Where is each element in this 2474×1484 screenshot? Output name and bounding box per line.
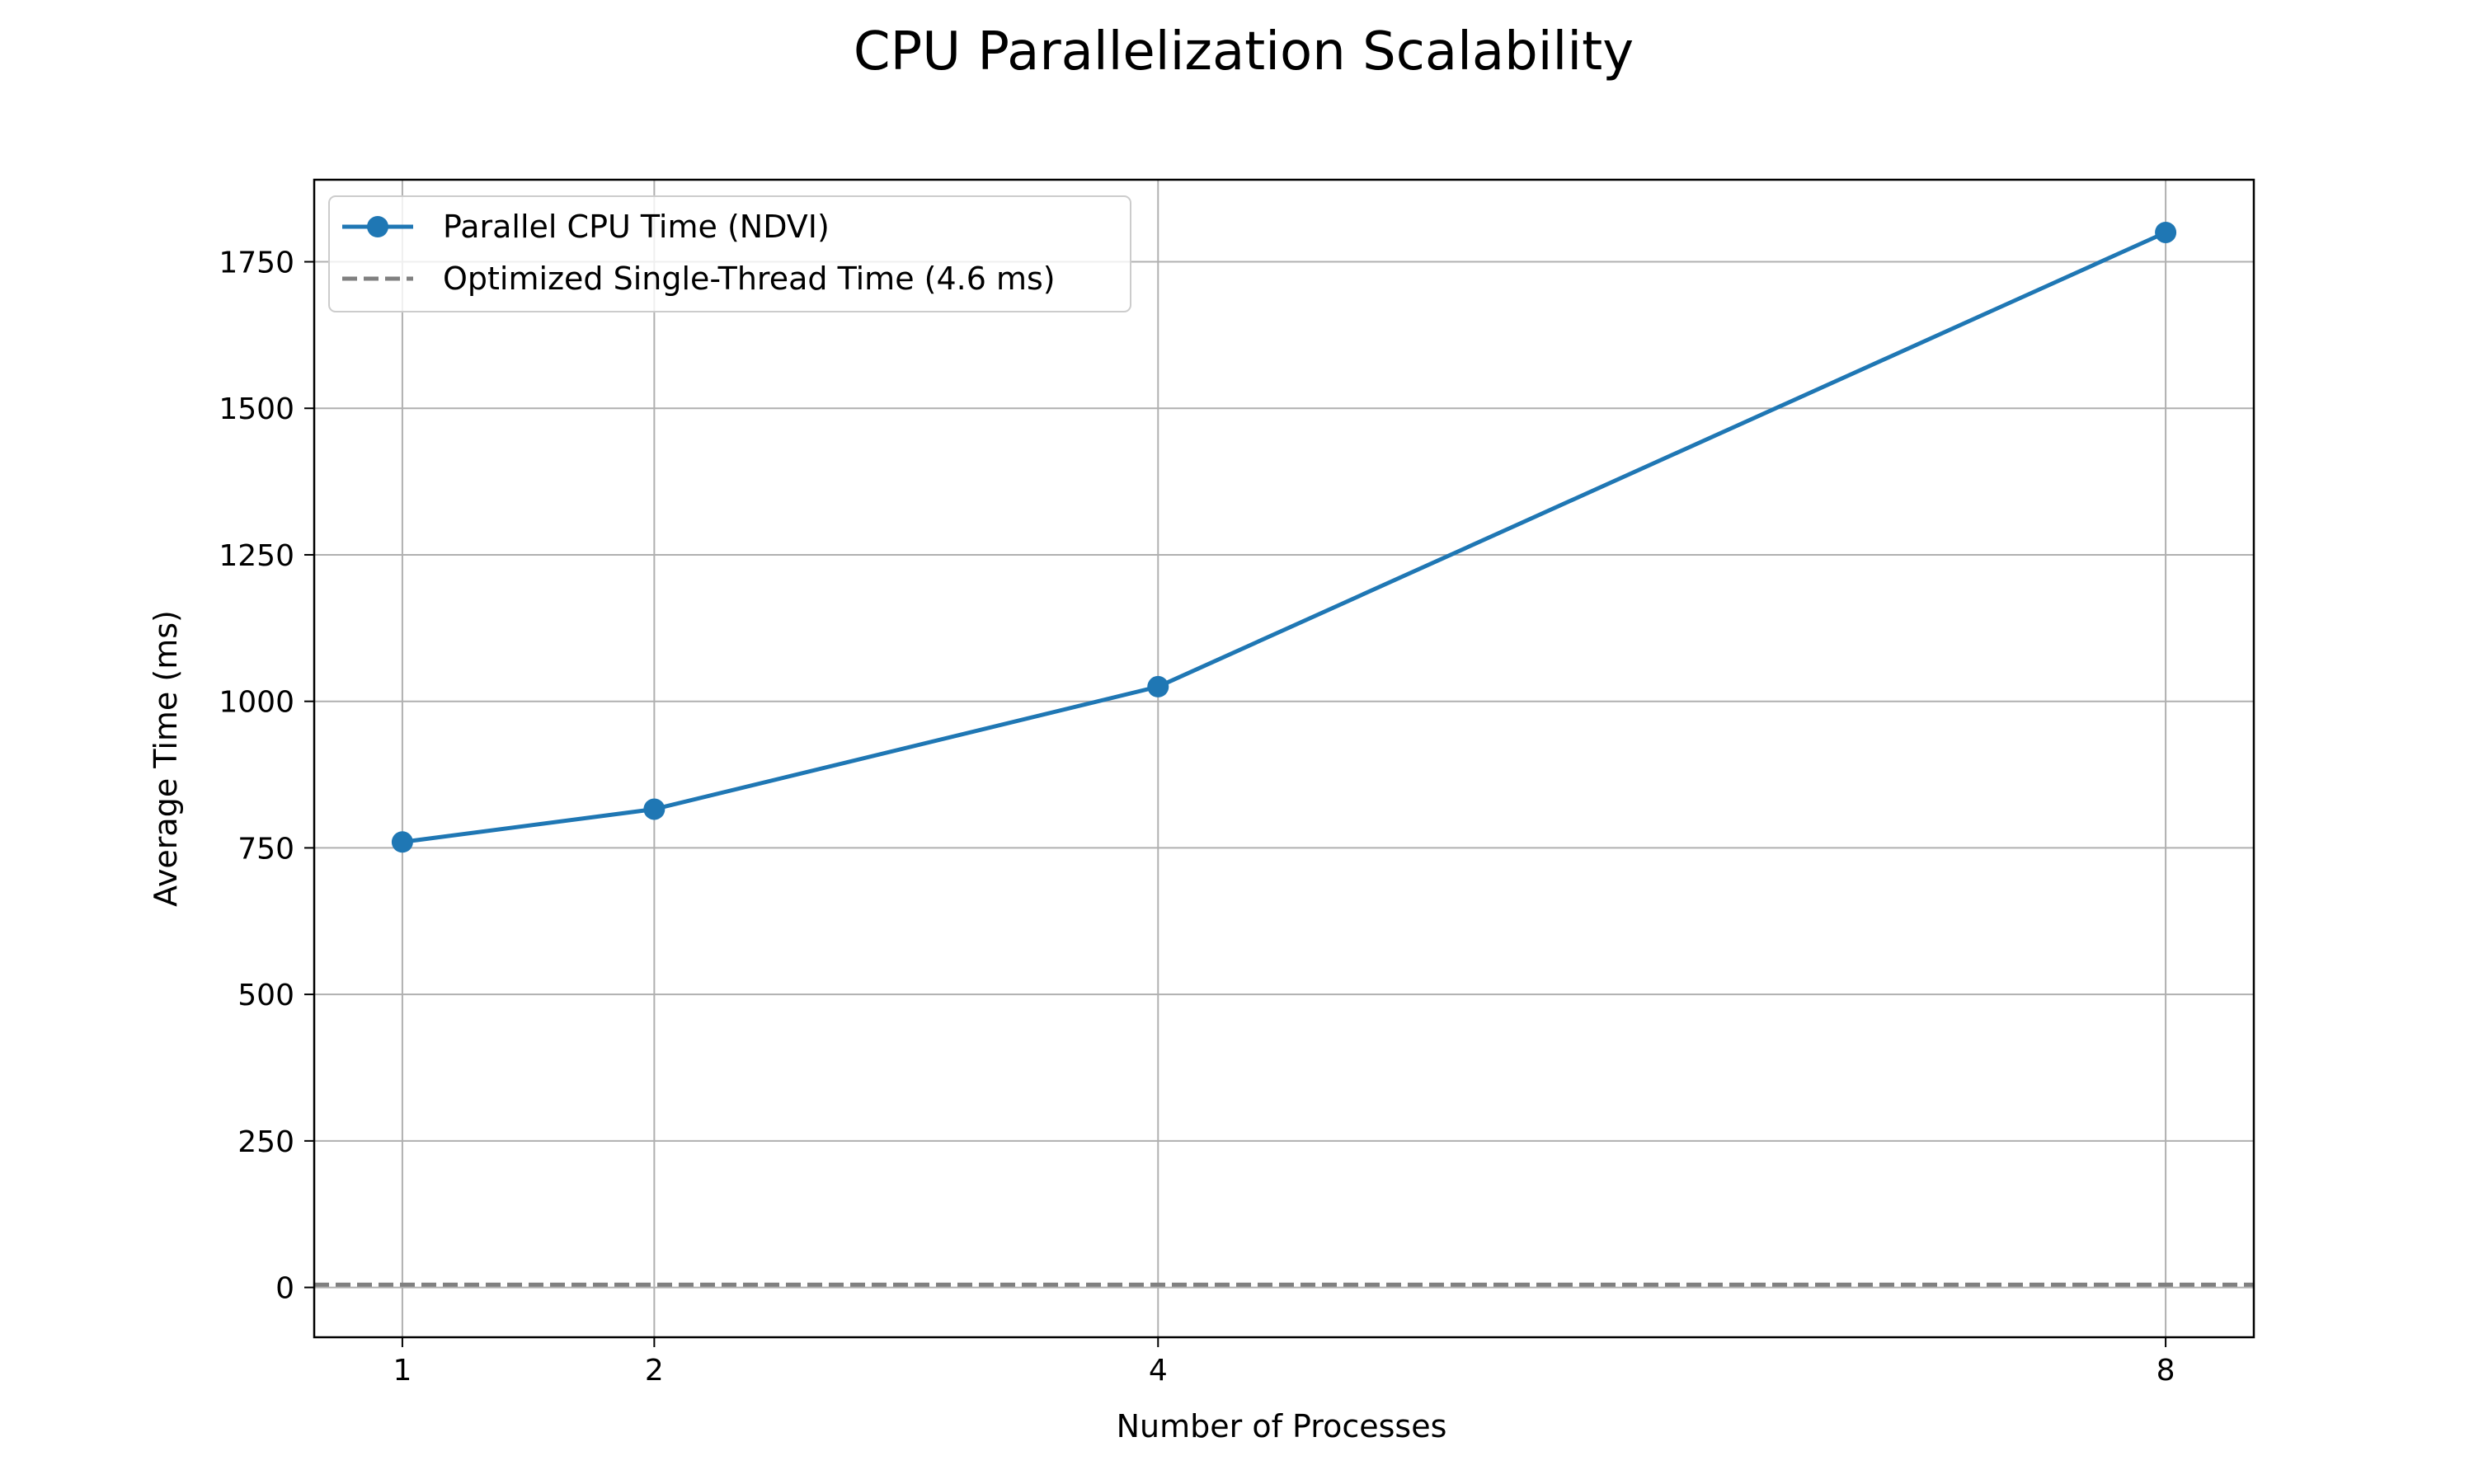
legend-marker-series [367,216,388,237]
series-line [402,230,2167,844]
legend-label-series: Parallel CPU Time (NDVI) [443,209,830,245]
chart-title: CPU Parallelization Scalability [854,21,1634,82]
data-point [2155,221,2177,243]
x-tick-label: 8 [2157,1354,2175,1388]
data-point [643,798,666,820]
y-tick-label: 1250 [219,539,294,573]
grid [314,180,2254,1337]
y-tick-label: 250 [238,1125,294,1159]
x-tick-label: 1 [393,1354,412,1388]
data-point [391,831,413,853]
x-axis-label: Number of Processes [1117,1408,1447,1444]
plot-frame [313,178,2255,1339]
ticks: 1 2 4 8 0 250 500 750 1000 1250 1500 1750 [219,247,2175,1388]
series-layer [391,221,2177,853]
x-tick-label: 4 [1149,1354,1168,1388]
y-axis-label: Average Time (ms) [148,610,184,907]
y-tick-label: 1500 [219,392,294,426]
y-tick-label: 500 [238,979,294,1012]
y-tick-label: 0 [275,1272,294,1306]
legend-label-reference: Optimized Single-Thread Time (4.6 ms) [443,261,1056,297]
x-tick-label: 2 [645,1354,664,1388]
legend: Parallel CPU Time (NDVI) Optimized Single… [328,195,1131,312]
y-tick-label: 1750 [219,247,294,280]
legend-box [328,195,1131,312]
y-tick-label: 750 [238,832,294,866]
data-point [1147,675,1169,697]
y-tick-label: 1000 [219,686,294,720]
